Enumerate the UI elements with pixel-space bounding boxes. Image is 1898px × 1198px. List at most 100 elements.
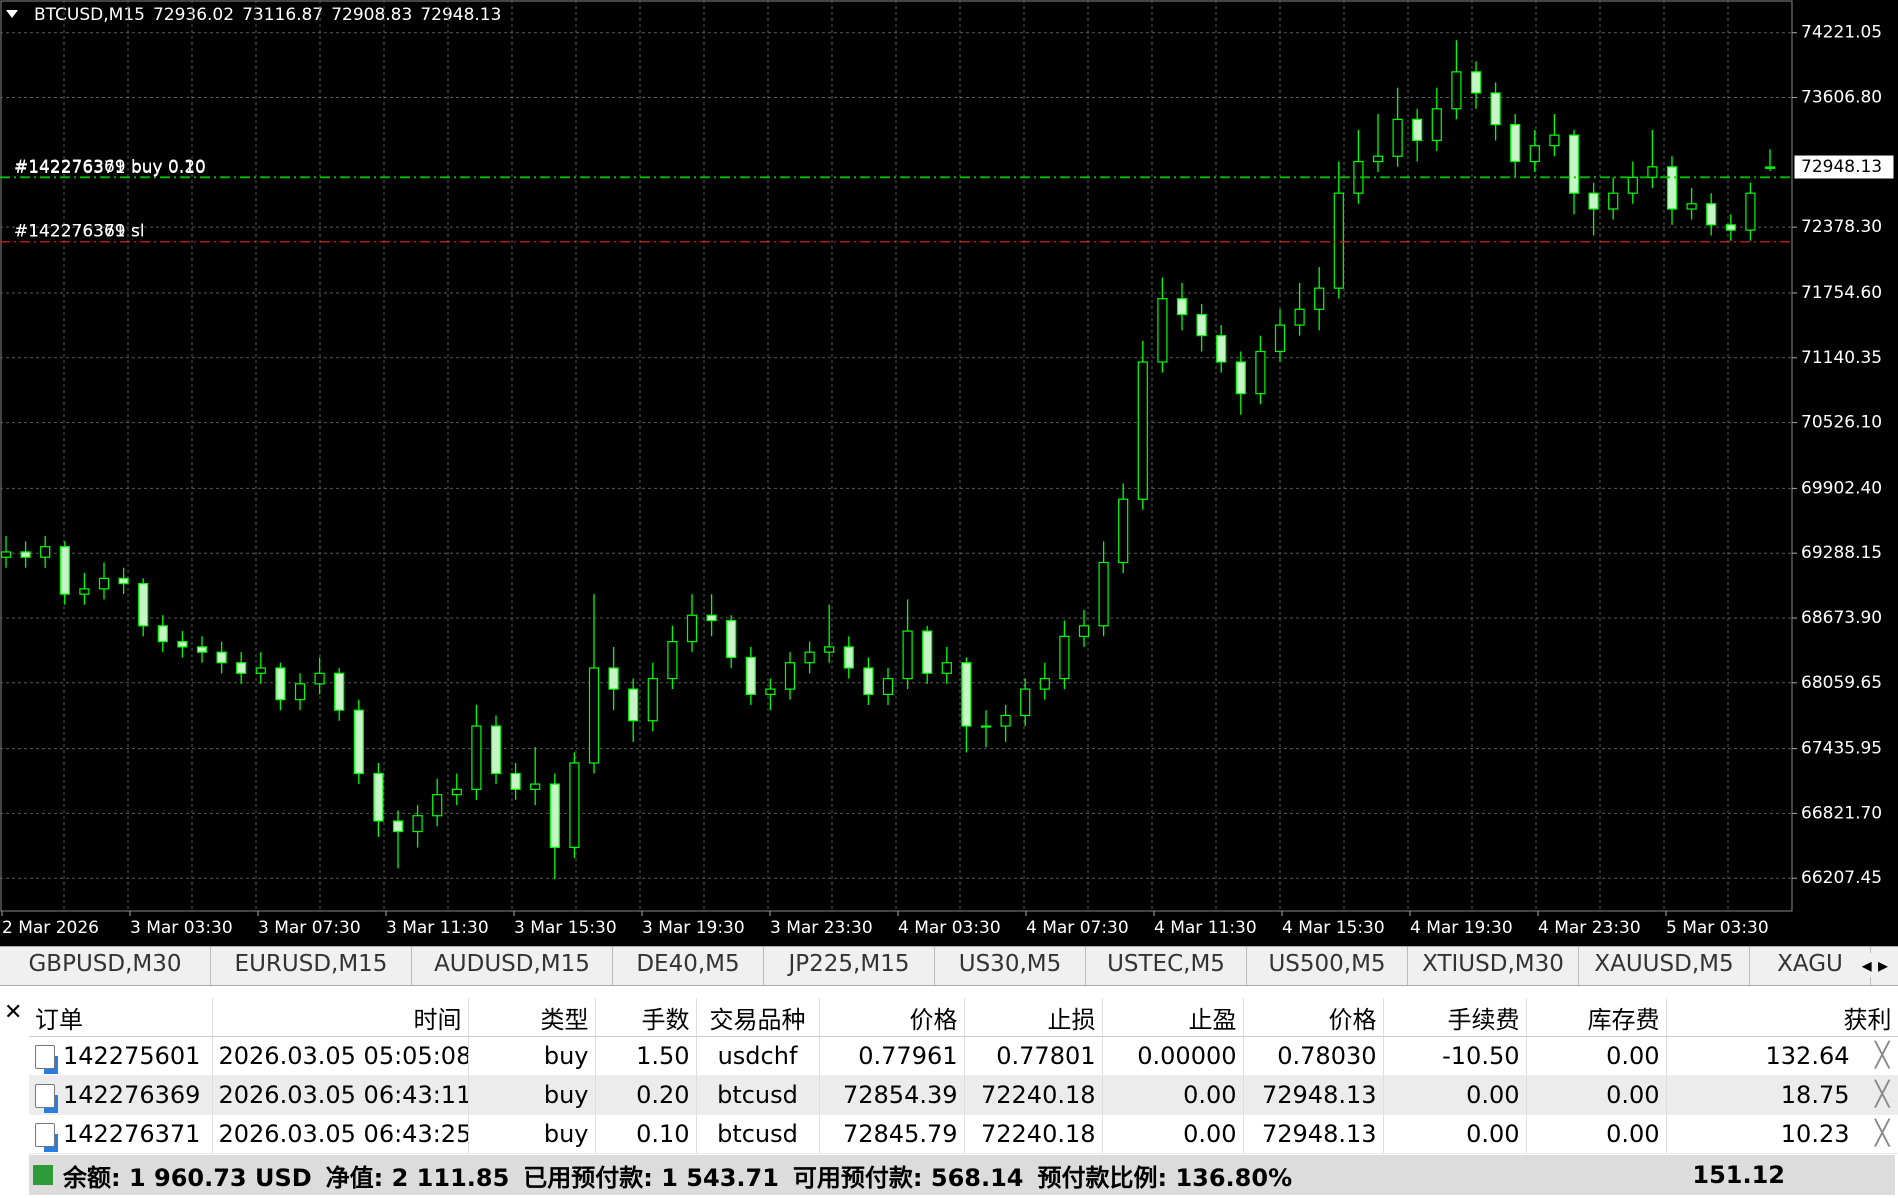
cell-text: 0.20 <box>636 1081 690 1109</box>
cell: -10.50 <box>1383 1036 1527 1076</box>
y-tick-label: 73606.80 <box>1801 88 1882 108</box>
trade-row[interactable]: 142276369 2026.03.05 06:43:11 buy 0.20 btcus… <box>29 1075 1898 1115</box>
summary-item: 可用预付款: 568.14 <box>792 1163 1024 1192</box>
trade-row[interactable]: 142275601 2026.03.05 05:05:08 buy 1.50 usdch… <box>29 1036 1898 1076</box>
menu-arrow[interactable] <box>6 10 18 18</box>
candle-body <box>1706 203 1717 226</box>
column-header[interactable]: 手数 <box>595 998 697 1037</box>
candle-body <box>20 551 31 558</box>
cell-text: 72948.13 <box>1261 1120 1377 1148</box>
tab[interactable]: GBPUSD,M30 <box>0 947 211 985</box>
header-field: BTCUSD,M15 <box>34 5 145 25</box>
candle-body <box>1745 192 1756 231</box>
candle-body <box>490 725 502 775</box>
price-tag-label: 72948.13 <box>1801 157 1882 177</box>
candle-body <box>804 651 815 664</box>
tab[interactable]: JP225,M15 <box>764 947 935 985</box>
tab[interactable]: US500,M5 <box>1247 947 1408 985</box>
summary-item: 净值: 2 111.85 <box>325 1163 510 1192</box>
trade-row[interactable]: 142276371 2026.03.05 06:43:25 buy 0.10 btcus… <box>29 1114 1898 1154</box>
summary-total: 151.12 <box>1692 1161 1785 1189</box>
candle-body <box>1176 298 1188 316</box>
header-field: 72948.13 <box>420 5 501 25</box>
y-tick-label: 69288.15 <box>1801 543 1882 563</box>
cell-text: 2026.03.05 05:05:08 <box>218 1042 468 1070</box>
cell: 10.23 ╳ <box>1666 1114 1898 1154</box>
candle-body <box>196 646 208 653</box>
candle-body <box>726 619 737 659</box>
column-header[interactable]: 订单 <box>29 998 213 1037</box>
candle-body <box>432 794 443 817</box>
x-tick-label: 3 Mar 07:30 <box>258 918 361 938</box>
cell: 72854.39 <box>819 1075 965 1115</box>
candle-body <box>706 614 717 622</box>
candle-body <box>177 641 188 648</box>
y-tick-label: 68059.65 <box>1801 673 1882 693</box>
candle-body <box>334 672 345 711</box>
column-header[interactable]: 库存费 <box>1526 998 1667 1037</box>
cell: 72240.18 <box>964 1075 1103 1115</box>
cell-text: btcusd <box>717 1120 798 1148</box>
column-header[interactable]: 获利 <box>1666 998 1898 1037</box>
column-header[interactable]: 类型 <box>468 998 596 1037</box>
column-header[interactable]: 交易品种 <box>696 998 820 1037</box>
close-button[interactable]: ✕ <box>4 1000 23 1025</box>
close-order[interactable]: ╳ <box>1875 1080 1890 1108</box>
tab[interactable]: USTEC,M5 <box>1086 947 1247 985</box>
close-order[interactable]: ╳ <box>1875 1119 1890 1147</box>
candle-body <box>1588 192 1599 210</box>
cell: 0.00000 <box>1102 1036 1244 1076</box>
summary-item: 余额: 1 960.73 USD <box>63 1163 312 1192</box>
candle-body <box>471 725 482 790</box>
order-label: #142276371 sl <box>14 222 145 242</box>
candle-body <box>941 662 952 674</box>
candle-body <box>157 625 168 643</box>
tab[interactable]: AUDUSD,M15 <box>412 947 613 985</box>
column-header[interactable]: 止损 <box>964 998 1103 1037</box>
y-tick-label: 67435.95 <box>1801 739 1882 759</box>
candle-body <box>1137 361 1148 500</box>
candle-body <box>392 820 404 833</box>
candle-body <box>1470 71 1482 94</box>
candle-body <box>118 577 129 585</box>
close-order[interactable]: ╳ <box>1875 1041 1890 1069</box>
cell: 0.77961 <box>819 1036 965 1076</box>
candle-body <box>412 815 423 833</box>
tab[interactable]: US30,M5 <box>935 947 1086 985</box>
y-tick-label: 68673.90 <box>1801 608 1882 628</box>
cell: 0.77801 <box>964 1036 1103 1076</box>
y-tick-label: 71754.60 <box>1801 283 1882 303</box>
header-field: 72936.02 <box>153 5 234 25</box>
x-tick-label: 4 Mar 19:30 <box>1410 918 1513 938</box>
candle-body <box>863 667 874 695</box>
tab-scroll[interactable]: ◂ ▸ <box>1861 953 1888 977</box>
order-icon <box>35 1045 55 1069</box>
column-header[interactable]: 止盈 <box>1102 998 1244 1037</box>
column-header[interactable]: 时间 <box>212 998 469 1037</box>
cell: btcusd <box>696 1114 820 1154</box>
candle-body <box>745 656 756 695</box>
tab[interactable]: EURUSD,M15 <box>211 947 412 985</box>
candle-body <box>1039 677 1050 690</box>
chart-header: BTCUSD,M15 72936.02 73116.87 72908.83 72948.… <box>34 5 501 25</box>
order-label: #142276371 buy 0.10 <box>14 158 206 178</box>
tab[interactable]: DE40,M5 <box>613 947 764 985</box>
candle-body <box>1666 166 1678 210</box>
candle-body <box>784 662 796 690</box>
candle-body <box>1274 324 1286 353</box>
column-header[interactable]: 价格 <box>1243 998 1384 1037</box>
order-icon <box>35 1084 55 1108</box>
candle-body <box>1255 350 1266 395</box>
tab[interactable]: XTIUSD,M30 <box>1408 947 1579 985</box>
tab[interactable]: XAGU <box>1750 947 1871 985</box>
cell-text: 0.77801 <box>996 1042 1096 1070</box>
cell: 132.64 ╳ <box>1666 1036 1898 1076</box>
cell: 0.00 <box>1383 1075 1527 1115</box>
candle-body <box>294 683 306 701</box>
column-header[interactable]: 价格 <box>819 998 965 1037</box>
column-header[interactable]: 手续费 <box>1383 998 1527 1037</box>
tab[interactable]: XAUUSD,M5 <box>1579 947 1750 985</box>
candle-body <box>79 588 90 595</box>
candle-body <box>59 546 70 595</box>
